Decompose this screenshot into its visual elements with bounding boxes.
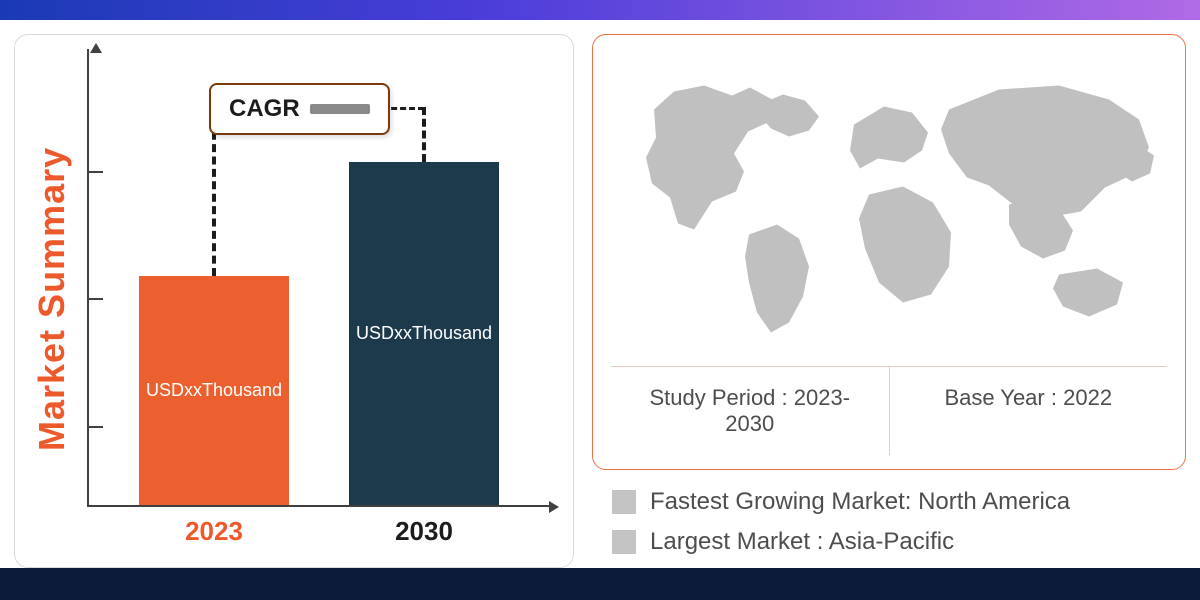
legend-swatch-icon xyxy=(612,530,636,554)
study-period-label: Study Period : xyxy=(649,385,787,410)
bar-value-line: Thousand xyxy=(412,322,492,345)
map-panel: Study Period : 2023-2030 Base Year : 202… xyxy=(592,34,1186,470)
study-period-cell: Study Period : 2023-2030 xyxy=(611,367,889,455)
info-row: Study Period : 2023-2030 Base Year : 202… xyxy=(611,366,1167,455)
world-map-icon xyxy=(609,43,1169,366)
x-axis-label: 2023 xyxy=(139,516,289,547)
legend-item: Largest Market : Asia-Pacific xyxy=(612,528,1186,556)
base-year-cell: Base Year : 2022 xyxy=(889,367,1168,455)
x-axis xyxy=(87,505,549,507)
bar-value-line: USD xyxy=(146,379,184,402)
y-axis-tick xyxy=(87,171,103,173)
bar-chart: USDxxThousand2023USDxxThousand2030 CAGR xyxy=(79,45,553,553)
footer-bar xyxy=(0,568,1200,600)
y-axis-arrow-icon xyxy=(90,43,102,53)
cagr-value-placeholder xyxy=(310,104,370,114)
x-axis-label: 2030 xyxy=(349,516,499,547)
bar-value-line: xx xyxy=(184,379,202,402)
bar-value-line: Thousand xyxy=(202,379,282,402)
bar-value-line: USD xyxy=(356,322,394,345)
chart-vertical-title: Market Summary xyxy=(25,45,79,553)
y-axis-tick xyxy=(87,298,103,300)
bar-value-line: xx xyxy=(394,322,412,345)
bar-2030: USDxxThousand xyxy=(349,162,499,505)
main-content: Market Summary USDxxThousand2023USDxxTho… xyxy=(0,20,1200,568)
y-axis-tick xyxy=(87,426,103,428)
base-year-value: 2022 xyxy=(1063,385,1112,410)
legend-label: Fastest Growing Market: North America xyxy=(650,488,1070,516)
cagr-label: CAGR xyxy=(229,95,300,123)
legend-item: Fastest Growing Market: North America xyxy=(612,488,1186,516)
base-year-label: Base Year : xyxy=(944,385,1057,410)
legend: Fastest Growing Market: North America Lar… xyxy=(592,480,1186,568)
legend-swatch-icon xyxy=(612,490,636,514)
legend-label: Largest Market : Asia-Pacific xyxy=(650,528,954,556)
world-map xyxy=(593,35,1185,366)
chart-panel: Market Summary USDxxThousand2023USDxxTho… xyxy=(14,34,574,568)
bar-2023: USDxxThousand xyxy=(139,276,289,505)
connector-dash-vertical xyxy=(422,107,426,162)
top-gradient-banner xyxy=(0,0,1200,20)
x-axis-arrow-icon xyxy=(549,501,559,513)
y-axis xyxy=(87,49,89,507)
cagr-badge: CAGR xyxy=(209,83,390,135)
